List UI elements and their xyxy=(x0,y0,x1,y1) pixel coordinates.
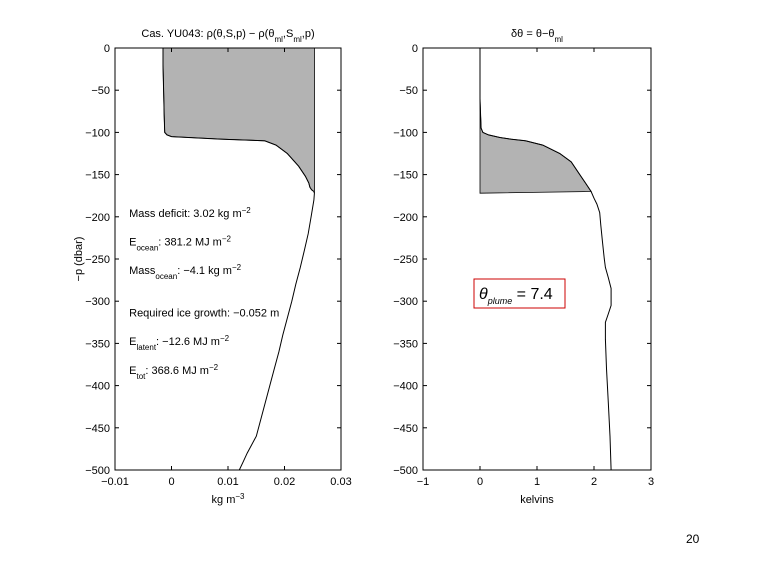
x-tick-label: 2 xyxy=(591,476,597,488)
y-tick-label: −400 xyxy=(393,381,418,393)
y-tick-label: −500 xyxy=(85,465,110,477)
shaded-region xyxy=(162,47,315,194)
annotation-text: Eocean: 381.2 MJ m−2 xyxy=(129,234,231,252)
y-tick-label: −50 xyxy=(399,85,418,97)
annotation-text: Elatent: −12.6 MJ m−2 xyxy=(129,334,229,352)
panel-2: −1 0 1 2 3 0 −50 −100 −150 −200 −250 −300 −350 −400 −4… xyxy=(393,28,654,506)
y-tick-label: −300 xyxy=(393,296,418,308)
x-tick-label: 0 xyxy=(168,476,174,488)
x-tick-label: −0.01 xyxy=(101,476,129,488)
y-tick-label: −150 xyxy=(393,170,418,182)
annotation-text: Required ice growth: −0.052 m xyxy=(129,307,279,319)
y-tick-label: −250 xyxy=(393,254,418,266)
y-axis-label: −p (dbar) xyxy=(73,237,85,282)
y-tick-label: −300 xyxy=(85,296,110,308)
y-tick-label: −350 xyxy=(393,338,418,350)
y-tick-label: −50 xyxy=(91,85,110,97)
profile-line xyxy=(162,48,315,471)
axes-box xyxy=(422,47,652,471)
x-tick-label: 0.01 xyxy=(217,476,238,488)
y-tick-label: −500 xyxy=(393,465,418,477)
y-tick-label: −200 xyxy=(393,212,418,224)
y-tick-label: −450 xyxy=(85,423,110,435)
page-number: 20 xyxy=(686,532,700,546)
x-tick-label: 0.03 xyxy=(330,476,351,488)
x-tick-label: 0.02 xyxy=(274,476,295,488)
x-tick-label: 1 xyxy=(534,476,540,488)
x-tick-label: 3 xyxy=(648,476,654,488)
y-tick-label: −150 xyxy=(85,170,110,182)
plume-temperature-box xyxy=(473,278,566,309)
y-tick-label: 0 xyxy=(104,43,110,55)
annotation-text: Massocean: −4.1 kg m−2 xyxy=(129,263,241,281)
x-axis-label: kg m−3 xyxy=(212,492,246,507)
y-tick-label: −100 xyxy=(393,127,418,139)
chart-title: Cas. YU043: ρ(θ,S,p) − ρ(θml,Sml,p) xyxy=(141,28,314,44)
y-tick-label: −350 xyxy=(85,338,110,350)
y-tick-label: −450 xyxy=(393,423,418,435)
profile-line xyxy=(479,48,612,471)
x-tick-label: 0 xyxy=(477,476,483,488)
y-tick-label: −400 xyxy=(85,381,110,393)
y-tick-label: −100 xyxy=(85,127,110,139)
shaded-region xyxy=(479,48,592,194)
y-tick-label: 0 xyxy=(412,43,418,55)
y-tick-label: −250 xyxy=(85,254,110,266)
y-tick-label: −200 xyxy=(85,212,110,224)
annotation-text: Etot: 368.6 MJ m−2 xyxy=(129,362,219,380)
x-tick-label: −1 xyxy=(417,476,430,488)
plume-temperature-label: θplume = 7.4 xyxy=(479,286,553,306)
chart-title: δθ = θ−θml xyxy=(511,28,563,44)
x-axis-label: kelvins xyxy=(520,494,554,506)
annotation-text: Mass deficit: 3.02 kg m−2 xyxy=(129,205,251,220)
panel-1: −0.01 0 0.01 0.02 0.03 0 −50 −100 −150 −200 −250 −3… xyxy=(85,28,351,506)
